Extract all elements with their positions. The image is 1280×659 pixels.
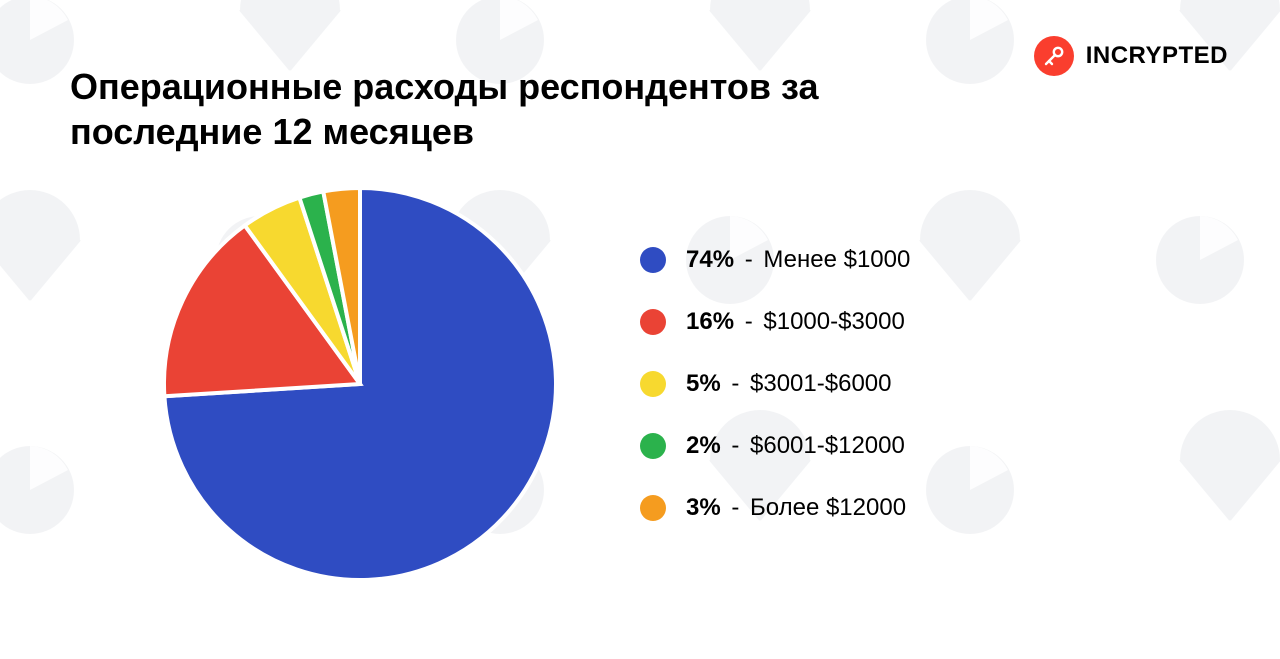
legend: 74% - Менее $1000 16% - $1000-$3000 5% - $… xyxy=(640,246,910,522)
legend-swatch xyxy=(640,247,666,273)
legend-label: 5% - $3001-$6000 xyxy=(686,370,891,398)
legend-label: 3% - Более $12000 xyxy=(686,494,906,522)
legend-item: 3% - Более $12000 xyxy=(640,494,910,522)
legend-label: 74% - Менее $1000 xyxy=(686,246,910,274)
legend-swatch xyxy=(640,495,666,521)
brand-logo: INCRYPTED xyxy=(1034,36,1228,76)
legend-item: 5% - $3001-$6000 xyxy=(640,370,910,398)
legend-item: 2% - $6001-$12000 xyxy=(640,432,910,460)
legend-swatch xyxy=(640,433,666,459)
legend-item: 16% - $1000-$3000 xyxy=(640,308,910,336)
legend-label: 16% - $1000-$3000 xyxy=(686,308,905,336)
brand-icon xyxy=(1034,36,1074,76)
pie-chart xyxy=(160,184,560,584)
legend-swatch xyxy=(640,309,666,335)
legend-swatch xyxy=(640,371,666,397)
legend-item: 74% - Менее $1000 xyxy=(640,246,910,274)
chart-title: Операционные расходы респондентов за пос… xyxy=(70,64,870,154)
chart-area: 74% - Менее $1000 16% - $1000-$3000 5% - $… xyxy=(70,184,1210,584)
brand-label: INCRYPTED xyxy=(1086,42,1228,70)
legend-label: 2% - $6001-$12000 xyxy=(686,432,905,460)
